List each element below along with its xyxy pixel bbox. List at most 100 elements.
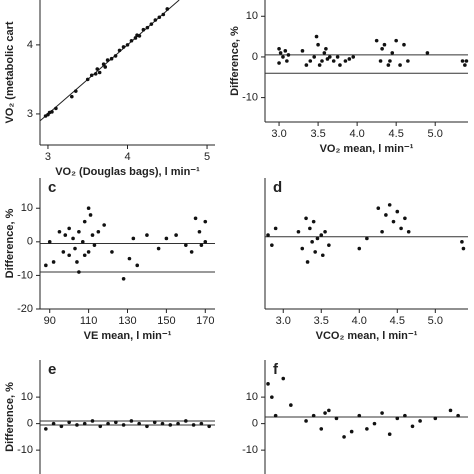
data-point xyxy=(80,240,85,244)
data-point xyxy=(47,240,52,244)
x-tick-label: 4.5 xyxy=(389,128,404,140)
data-point xyxy=(127,256,132,261)
data-point xyxy=(380,411,384,415)
data-point xyxy=(398,63,402,67)
data-point xyxy=(456,413,460,418)
data-point xyxy=(44,263,48,268)
data-point xyxy=(320,253,325,258)
data-point xyxy=(365,236,369,241)
data-point xyxy=(199,243,204,247)
data-point xyxy=(334,416,339,421)
data-point xyxy=(342,435,346,439)
data-point xyxy=(386,63,391,67)
x-tick-label: 3 xyxy=(45,151,51,163)
data-point xyxy=(281,55,285,59)
data-point xyxy=(461,246,466,251)
data-point xyxy=(137,34,142,38)
data-point xyxy=(156,246,161,251)
data-point xyxy=(273,413,278,418)
data-point xyxy=(394,38,398,43)
x-tick-label: 3.5 xyxy=(314,315,329,327)
data-point xyxy=(129,38,134,43)
y-tick-label: 0 xyxy=(27,418,33,430)
data-point xyxy=(174,233,178,237)
data-point xyxy=(464,59,469,63)
x-tick-label: 150 xyxy=(157,315,175,327)
data-point xyxy=(300,246,305,251)
data-point xyxy=(328,55,332,59)
data-point xyxy=(77,229,81,234)
data-point xyxy=(93,72,98,76)
data-point xyxy=(380,47,384,51)
data-point xyxy=(387,432,392,437)
data-point xyxy=(315,236,320,241)
y-tick-label: -10 xyxy=(17,444,33,456)
data-point xyxy=(54,106,58,111)
data-point xyxy=(71,236,75,241)
data-point xyxy=(82,219,87,224)
data-point xyxy=(357,413,362,418)
data-point xyxy=(92,243,97,247)
data-point xyxy=(67,420,71,425)
data-point xyxy=(418,419,422,423)
data-point xyxy=(75,260,79,264)
data-point xyxy=(161,12,166,17)
data-point xyxy=(110,250,114,254)
data-point xyxy=(395,209,400,214)
data-point xyxy=(113,54,118,58)
x-tick-label: 3.0 xyxy=(271,128,286,140)
data-point xyxy=(135,263,140,268)
data-point xyxy=(324,47,328,51)
data-point xyxy=(98,424,103,429)
data-point xyxy=(406,59,410,63)
data-point xyxy=(129,419,134,423)
data-point xyxy=(102,223,106,227)
data-point xyxy=(304,63,309,67)
data-point xyxy=(106,421,110,426)
data-point xyxy=(189,250,194,254)
data-point xyxy=(323,411,327,415)
data-point xyxy=(277,61,281,65)
y-tick-label: 3 xyxy=(27,108,33,120)
data-point xyxy=(327,243,331,247)
data-point xyxy=(313,250,317,254)
y-tick-label: 0 xyxy=(252,418,258,430)
data-point xyxy=(460,240,464,244)
data-point xyxy=(380,229,384,234)
y-axis-label: Difference, % xyxy=(229,26,241,96)
data-point xyxy=(165,7,170,11)
data-point xyxy=(296,229,301,234)
data-point xyxy=(433,416,438,421)
data-point xyxy=(44,427,48,431)
data-point xyxy=(395,416,400,421)
data-point xyxy=(372,421,377,426)
y-tick-label: -20 xyxy=(17,303,33,315)
data-point xyxy=(331,59,336,63)
data-point xyxy=(114,420,118,425)
data-point xyxy=(164,236,169,241)
data-point xyxy=(199,421,204,426)
y-tick-label: 10 xyxy=(246,391,258,403)
data-point xyxy=(101,62,106,67)
data-point xyxy=(338,63,342,67)
data-point xyxy=(310,240,314,244)
data-point xyxy=(109,56,114,61)
data-point xyxy=(347,57,352,61)
data-point xyxy=(388,59,392,63)
data-point xyxy=(322,51,327,55)
data-point xyxy=(425,51,430,55)
data-point xyxy=(406,229,411,234)
data-point xyxy=(319,427,324,431)
data-point xyxy=(270,395,274,399)
x-tick-label: 5.0 xyxy=(428,128,443,140)
x-tick-label: 110 xyxy=(80,315,98,327)
y-tick-label: 10 xyxy=(21,391,33,403)
data-point xyxy=(311,413,316,418)
data-point xyxy=(121,423,126,427)
data-point xyxy=(137,421,141,426)
data-point xyxy=(308,226,312,231)
x-tick-label: 5.0 xyxy=(428,315,443,327)
panel-label: e xyxy=(48,361,56,378)
data-point xyxy=(90,419,95,423)
